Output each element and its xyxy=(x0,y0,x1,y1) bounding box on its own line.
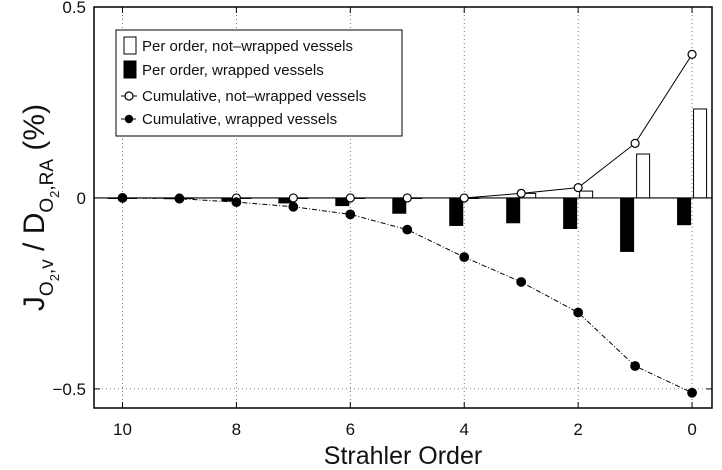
cumulative-wrapped-point xyxy=(516,277,527,287)
legend-label-wrapped-bar: Per order, wrapped vessels xyxy=(142,62,324,79)
x-axis-title: Strahler Order xyxy=(324,442,482,470)
legend-label-not-wrapped-line: Cumulative, not–wrapped vessels xyxy=(142,88,366,105)
legend-swatch-not-wrapped-bar xyxy=(123,36,137,55)
cumulative-not-wrapped-point xyxy=(573,183,583,193)
bar-not-wrapped xyxy=(636,153,651,199)
x-tick-label: 10 xyxy=(113,420,132,439)
y-title-sub-v: ,v xyxy=(37,259,58,274)
cumulative-wrapped-point xyxy=(174,193,185,204)
bar-wrapped xyxy=(563,197,578,230)
bar-not-wrapped xyxy=(579,190,594,199)
cumulative-not-wrapped-point xyxy=(345,193,355,203)
tick-layer: 10 8 6 4 2 0 −0.5 0 0.5 xyxy=(52,0,712,439)
x-tick-label: 6 xyxy=(346,420,355,439)
bar-wrapped xyxy=(449,197,464,226)
y-title-sub-o2: O xyxy=(37,198,58,213)
legend: Per order, not–wrapped vessels Per order… xyxy=(115,29,403,137)
y-tick-label: 0.5 xyxy=(62,0,86,17)
legend-marker-wrapped xyxy=(124,114,134,124)
plot-frame xyxy=(93,6,713,409)
legend-label-wrapped-line: Cumulative, wrapped vessels xyxy=(142,111,337,128)
cumulative-wrapped-point xyxy=(459,252,470,263)
bar-wrapped xyxy=(506,197,521,224)
cumulative-not-wrapped-point xyxy=(630,138,640,148)
cumulative-wrapped-point xyxy=(687,387,697,398)
line-layer xyxy=(117,49,697,398)
x-tick-label: 8 xyxy=(232,420,241,439)
cumulative-wrapped-point xyxy=(345,209,356,220)
cumulative-wrapped-point xyxy=(630,361,641,371)
y-title-slash-d: / D xyxy=(18,213,51,260)
x-tick-label: 2 xyxy=(573,420,582,439)
cumulative-not-wrapped-point xyxy=(687,49,697,59)
legend-swatch-wrapped-bar xyxy=(123,60,137,79)
x-tick-label: 4 xyxy=(459,420,468,439)
x-tick-label: 0 xyxy=(687,420,696,439)
y-tick-label: −0.5 xyxy=(52,380,86,399)
cumulative-wrapped-point xyxy=(117,193,128,203)
y-title-sub-ra: ,RA xyxy=(37,159,58,191)
y-title-sub-2b: 2 xyxy=(47,191,62,198)
legend-box xyxy=(115,29,403,137)
cumulative-not-wrapped-point xyxy=(402,193,412,203)
y-tick-label: 0 xyxy=(77,189,86,208)
bar-not-wrapped xyxy=(693,108,708,199)
bar-wrapped xyxy=(620,197,635,252)
y-title-sub-2: 2 xyxy=(47,274,62,281)
y-title-unit: (%) xyxy=(18,104,51,159)
legend-marker-not-wrapped xyxy=(124,91,134,101)
y-title-j: J xyxy=(18,296,51,311)
cumulative-not-wrapped-point xyxy=(459,193,469,203)
cumulative-wrapped-point xyxy=(288,201,299,212)
cumulative-not-wrapped-point xyxy=(288,193,298,203)
cumulative-not-wrapped-point xyxy=(516,188,526,198)
legend-label-not-wrapped-bar: Per order, not–wrapped vessels xyxy=(142,38,353,55)
bar-wrapped xyxy=(677,197,692,226)
y-title-sub-o: O xyxy=(37,281,58,296)
y-axis-title: JO2,v / DO2,RA (%) xyxy=(18,104,62,311)
cumulative-wrapped-point xyxy=(231,197,242,208)
cumulative-wrapped-point xyxy=(573,307,584,318)
cumulative-wrapped-point xyxy=(402,224,413,235)
